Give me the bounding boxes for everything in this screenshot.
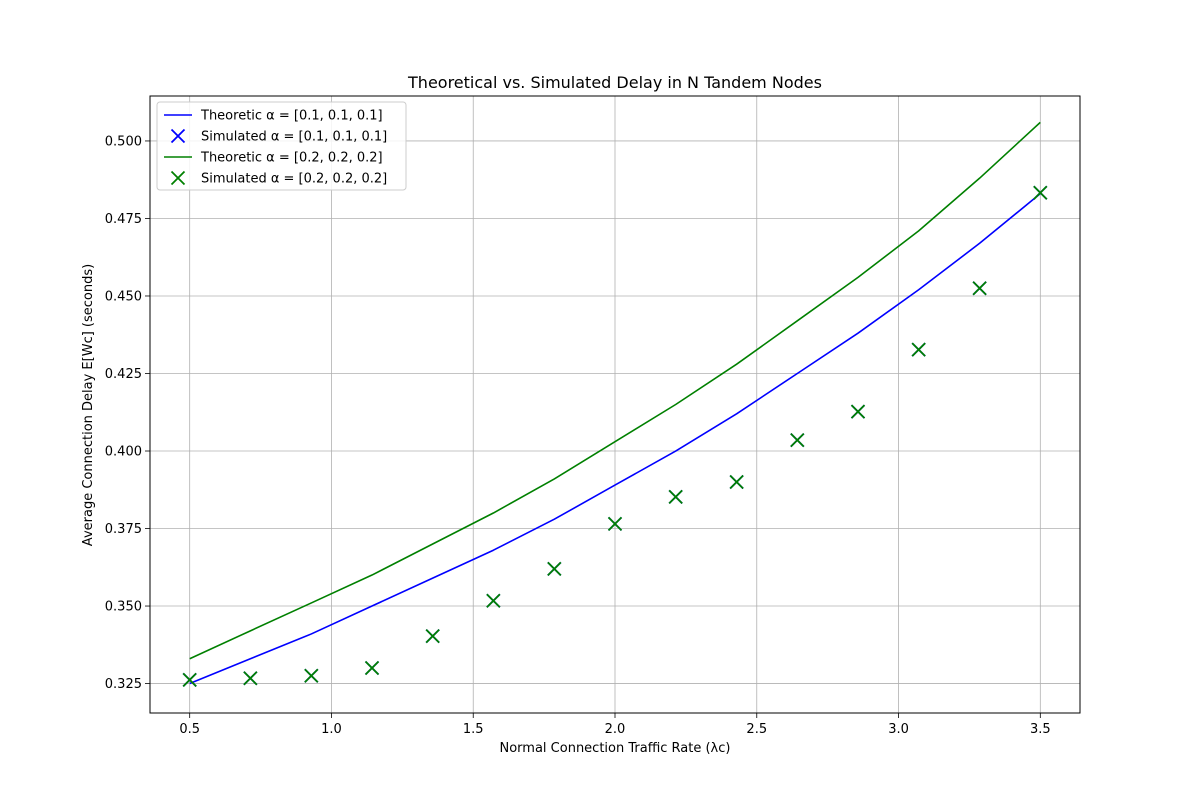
y-axis-title: Average Connection Delay E[Wc] (seconds): [81, 264, 96, 546]
legend-label: Theoretic α = [0.2, 0.2, 0.2]: [200, 151, 383, 166]
x-tick-label: 2.5: [746, 722, 767, 737]
y-tick-label: 0.450: [105, 289, 142, 304]
x-tick-label: 1.0: [321, 722, 342, 737]
series-4: [182, 185, 1048, 687]
x-tick-label: 1.5: [463, 722, 484, 737]
axis-ticks: 0.5 1.0 1.5 2.0 2.5 3.0 3.5 0.325 0.350 0.375 0.40…: [105, 134, 1051, 737]
data-point-marker: [304, 668, 319, 683]
series-layer: [182, 121, 1048, 687]
legend-item: Theoretic α = [0.2, 0.2, 0.2]: [164, 151, 383, 166]
legend-label: Simulated α = [0.2, 0.2, 0.2]: [201, 172, 387, 187]
data-point-marker: [729, 474, 744, 490]
y-tick-label: 0.350: [105, 600, 142, 615]
series-line: [189, 193, 1041, 685]
series-1: [189, 193, 1041, 685]
y-tick-label: 0.425: [105, 367, 142, 382]
x-tick-label: 0.5: [179, 722, 200, 737]
x-tick-label: 2.0: [605, 722, 626, 737]
y-tick-label: 0.475: [105, 212, 142, 227]
x-tick-label: 3.5: [1030, 722, 1051, 737]
x-axis-title: Normal Connection Traffic Rate (λc): [500, 741, 731, 756]
y-tick-label: 0.400: [105, 445, 142, 460]
data-point-marker: [486, 593, 501, 608]
legend-box: [156, 101, 407, 191]
series-line: [189, 121, 1041, 660]
legend-label: Simulated α = [0.1, 0.1, 0.1]: [201, 130, 387, 145]
legend-item: Simulated α = [0.1, 0.1, 0.1]: [170, 128, 387, 145]
y-tick-label: 0.325: [105, 677, 142, 692]
data-point-marker: [911, 342, 926, 357]
legend-item: Simulated α = [0.2, 0.2, 0.2]: [170, 170, 387, 187]
y-tick-label: 0.375: [105, 522, 142, 537]
data-point-marker: [790, 433, 805, 448]
data-point-marker: [1033, 185, 1048, 200]
legend: Theoretic α = [0.1, 0.1, 0.1] Simulated α…: [156, 101, 407, 191]
legend-label: Theoretic α = [0.1, 0.1, 0.1]: [200, 109, 383, 124]
data-point-marker: [425, 628, 440, 644]
data-point-marker: [607, 516, 623, 532]
legend-marker-swatch: [170, 128, 186, 144]
data-point-marker: [850, 404, 866, 419]
data-point-marker: [243, 671, 258, 686]
legend-item: Theoretic α = [0.1, 0.1, 0.1]: [164, 109, 383, 124]
data-point-marker: [668, 489, 683, 505]
data-point-marker: [182, 672, 197, 687]
legend-marker-swatch: [170, 170, 186, 186]
series-3: [189, 121, 1041, 660]
data-point-marker: [547, 561, 562, 576]
chart-title: Theoretical vs. Simulated Delay in N Tan…: [407, 73, 822, 92]
y-tick-label: 0.500: [105, 134, 142, 149]
x-tick-label: 3.0: [888, 722, 909, 737]
data-point-marker: [972, 281, 987, 296]
data-point-marker: [364, 660, 380, 676]
